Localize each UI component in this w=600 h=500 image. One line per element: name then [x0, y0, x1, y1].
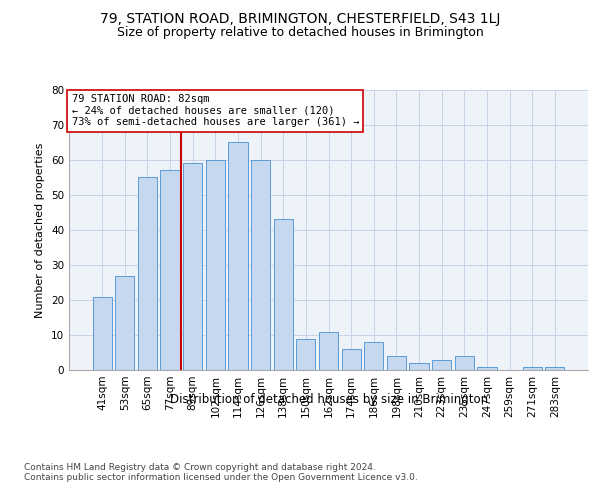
Bar — [115, 276, 134, 370]
Text: 79 STATION ROAD: 82sqm
← 24% of detached houses are smaller (120)
73% of semi-de: 79 STATION ROAD: 82sqm ← 24% of detached… — [71, 94, 359, 128]
Bar — [160, 170, 180, 370]
Bar — [296, 338, 316, 370]
Text: 79, STATION ROAD, BRIMINGTON, CHESTERFIELD, S43 1LJ: 79, STATION ROAD, BRIMINGTON, CHESTERFIE… — [100, 12, 500, 26]
Y-axis label: Number of detached properties: Number of detached properties — [35, 142, 46, 318]
Text: Contains HM Land Registry data © Crown copyright and database right 2024.
Contai: Contains HM Land Registry data © Crown c… — [24, 462, 418, 482]
Bar — [364, 342, 383, 370]
Bar — [432, 360, 451, 370]
Text: Size of property relative to detached houses in Brimington: Size of property relative to detached ho… — [116, 26, 484, 39]
Bar — [251, 160, 270, 370]
Bar — [183, 164, 202, 370]
Bar — [409, 363, 428, 370]
Bar — [206, 160, 225, 370]
Text: Distribution of detached houses by size in Brimington: Distribution of detached houses by size … — [170, 392, 488, 406]
Bar — [92, 296, 112, 370]
Bar — [387, 356, 406, 370]
Bar — [229, 142, 248, 370]
Bar — [455, 356, 474, 370]
Bar — [341, 349, 361, 370]
Bar — [319, 332, 338, 370]
Bar — [274, 220, 293, 370]
Bar — [545, 366, 565, 370]
Bar — [523, 366, 542, 370]
Bar — [477, 366, 497, 370]
Bar — [138, 178, 157, 370]
